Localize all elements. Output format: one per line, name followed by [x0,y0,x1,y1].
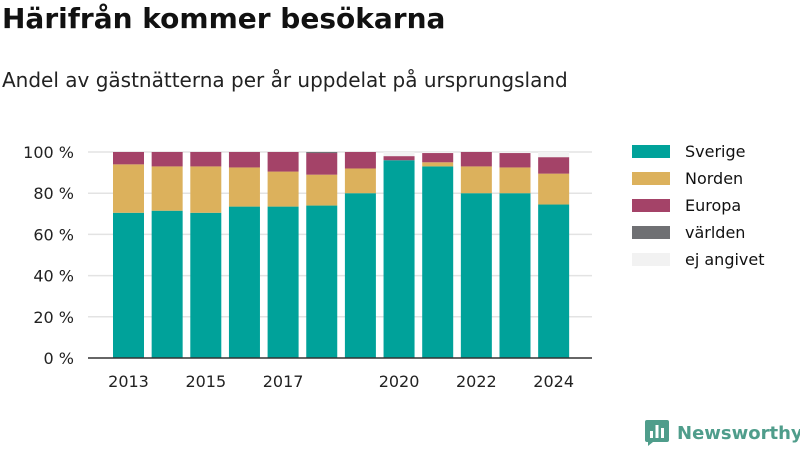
legend-item: Sverige [632,138,797,165]
y-tick-label: 100 % [23,143,74,162]
bar-segment [151,210,183,358]
legend-item: världen [632,219,797,246]
legend-item: Europa [632,192,797,219]
bar-segment [499,152,531,154]
bar-segment [460,152,492,167]
bar-segment [306,174,338,206]
bar-segment [383,152,415,157]
bar-segment [538,152,570,158]
x-tick-label: 2013 [108,372,149,391]
bar-segment [113,164,144,213]
brand-name: Newsworthy [677,422,800,444]
bar-segment [460,166,492,194]
bar-segment [151,152,183,167]
bar-segment [113,152,144,165]
legend-swatch [632,172,670,185]
bar-segment [228,152,260,168]
y-tick-label: 0 % [44,349,74,368]
bar-segment [538,157,570,174]
x-tick-label: 2015 [185,372,226,391]
legend-label: ej angivet [685,250,765,269]
bar-segment [499,193,531,358]
bar-segment [151,166,183,211]
legend-swatch [632,253,670,266]
bar-segment [267,152,299,172]
brand-logo: Newsworthy [644,419,800,447]
bar-segment [344,152,376,169]
bar-segment [383,160,415,358]
bar-segment [306,153,338,175]
bar-segment [460,193,492,358]
bars [113,152,570,358]
legend-swatch [632,145,670,158]
y-tick-label: 20 % [33,308,74,327]
bar-segment [190,152,222,167]
bar-segment [538,204,570,358]
y-tick-label: 80 % [33,184,74,203]
bar-segment [228,206,260,358]
bar-segment [344,193,376,358]
chart-title: Härifrån kommer besökarna [2,2,446,35]
chart-subtitle: Andel av gästnätterna per år uppdelat på… [2,68,568,92]
bar-segment [267,206,299,358]
legend-label: Europa [685,196,742,215]
legend-item: ej angivet [632,246,797,273]
y-tick-label: 60 % [33,225,74,244]
bar-segment [422,152,454,154]
x-tick-label: 2020 [379,372,420,391]
bar-segment [267,171,299,207]
legend-item: Norden [632,165,797,192]
bar-segment [538,173,570,205]
y-tick-label: 40 % [33,267,74,286]
legend-label: världen [685,223,746,242]
bar-segment [422,166,454,358]
legend-swatch [632,226,670,239]
legend-label: Norden [685,169,744,188]
legend: Sverige Norden Europa världen ej angivet [632,138,797,273]
bar-segment [499,153,531,168]
bar-segment [113,212,144,358]
legend-label: Sverige [685,142,746,161]
bar-segment [383,156,415,161]
x-tick-label: 2022 [456,372,497,391]
bar-segment [306,205,338,358]
x-tick-label: 2017 [263,372,304,391]
bar-segment [499,167,531,194]
x-tick-label: 2024 [533,372,574,391]
y-axis-tick-labels: 0 % 20 % 40 % 60 % 80 % 100 % [23,143,74,368]
bar-segment [422,153,454,163]
bar-segment [228,167,260,207]
bar-segment [422,162,454,167]
bar-segment [344,168,376,194]
bar-segment [306,152,338,154]
legend-swatch [632,199,670,212]
bar-segment [190,212,222,358]
x-axis-tick-labels: 2013 2015 2017 2020 2022 2024 [108,372,574,391]
bar-segment [190,166,222,213]
bar-chart-logo-icon [645,420,669,446]
